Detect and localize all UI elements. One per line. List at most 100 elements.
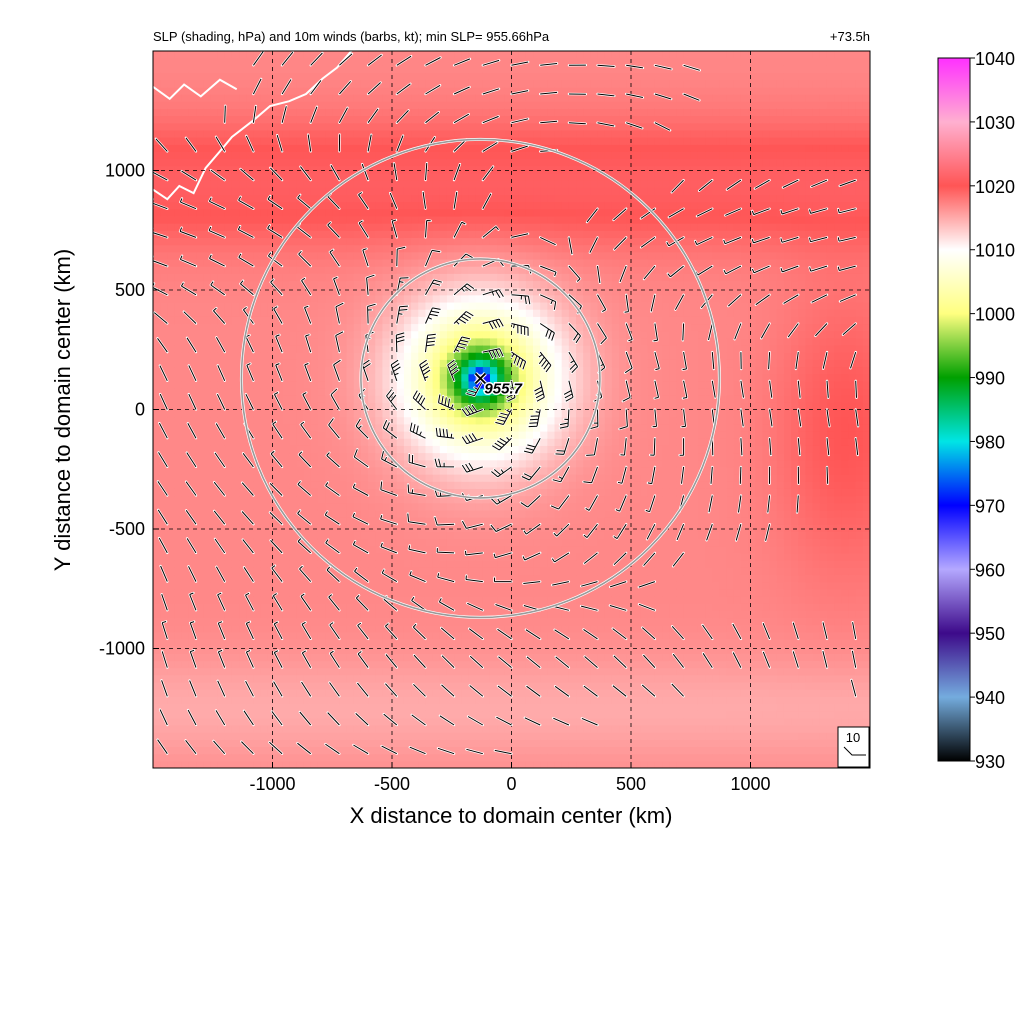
slp-cell bbox=[303, 294, 312, 303]
slp-cell bbox=[267, 223, 276, 231]
slp-cell bbox=[353, 309, 362, 317]
slp-cell bbox=[482, 86, 491, 95]
slp-cell bbox=[325, 115, 333, 124]
slp-cell bbox=[210, 251, 219, 260]
slp-cell bbox=[167, 215, 176, 224]
slp-cell bbox=[346, 115, 355, 124]
slp-cell bbox=[303, 402, 312, 411]
slp-cell bbox=[439, 409, 448, 418]
slp-cell bbox=[403, 79, 412, 88]
slp-cell bbox=[231, 359, 240, 368]
slp-cell bbox=[489, 280, 498, 289]
slp-cell bbox=[432, 402, 441, 411]
slp-cell bbox=[411, 251, 419, 260]
slp-cell bbox=[174, 301, 183, 310]
slp-cell bbox=[253, 366, 262, 375]
slp-cell bbox=[174, 266, 183, 274]
slp-cell bbox=[368, 653, 376, 662]
slp-cell bbox=[475, 760, 484, 768]
slp-cell bbox=[253, 172, 262, 181]
slp-cell bbox=[439, 194, 448, 203]
slp-cell bbox=[239, 531, 247, 540]
slp-cell bbox=[497, 459, 505, 468]
slp-cell bbox=[454, 301, 462, 310]
slp-cell bbox=[289, 474, 297, 482]
slp-cell bbox=[403, 65, 412, 74]
slp-cell bbox=[482, 660, 491, 669]
slp-cell bbox=[468, 158, 477, 167]
slp-cell bbox=[475, 172, 484, 181]
slp-cell bbox=[231, 610, 240, 619]
slp-cell bbox=[310, 366, 319, 375]
slp-cell bbox=[339, 689, 348, 697]
slp-cell bbox=[360, 51, 369, 59]
slp-cell bbox=[153, 129, 161, 138]
slp-cell bbox=[497, 481, 505, 489]
slp-cell bbox=[439, 287, 448, 296]
slp-cell bbox=[439, 552, 448, 561]
slp-cell bbox=[174, 696, 183, 705]
slp-cell bbox=[310, 359, 319, 368]
slp-cell bbox=[267, 667, 276, 676]
slp-cell bbox=[396, 72, 405, 81]
slp-cell bbox=[425, 595, 434, 604]
slp-cell bbox=[461, 208, 470, 217]
slp-cell bbox=[296, 603, 305, 611]
slp-cell bbox=[210, 438, 219, 446]
slp-cell bbox=[396, 753, 405, 762]
slp-cell bbox=[160, 395, 168, 403]
slp-cell bbox=[260, 230, 269, 239]
slp-cell bbox=[217, 151, 226, 160]
slp-cell bbox=[296, 144, 305, 152]
slp-cell bbox=[231, 509, 240, 518]
slp-cell bbox=[289, 65, 297, 74]
slp-cell bbox=[160, 445, 168, 454]
slp-cell bbox=[253, 746, 262, 755]
slp-cell bbox=[368, 517, 376, 525]
slp-cell bbox=[382, 352, 391, 360]
slp-cell bbox=[167, 79, 176, 88]
slp-cell bbox=[231, 445, 240, 454]
slp-cell bbox=[482, 72, 491, 81]
slp-cell bbox=[188, 366, 197, 375]
slp-cell bbox=[174, 423, 183, 432]
slp-cell bbox=[310, 402, 319, 411]
slp-cell bbox=[239, 330, 247, 339]
slp-cell bbox=[425, 567, 434, 576]
slp-cell bbox=[504, 739, 513, 748]
slp-cell bbox=[153, 531, 161, 540]
slp-cell bbox=[396, 653, 405, 662]
slp-cell bbox=[475, 624, 484, 633]
slp-cell bbox=[482, 387, 491, 396]
slp-cell bbox=[260, 416, 269, 425]
slp-cell bbox=[368, 208, 376, 217]
slp-cell bbox=[174, 595, 183, 604]
slp-cell bbox=[167, 187, 176, 195]
slp-cell bbox=[267, 760, 276, 768]
slp-cell bbox=[368, 344, 376, 353]
slp-cell bbox=[196, 58, 204, 66]
slp-cell bbox=[246, 689, 254, 697]
slp-cell bbox=[439, 237, 448, 246]
slp-cell bbox=[231, 674, 240, 683]
slp-cell bbox=[296, 330, 305, 339]
slp-cell bbox=[403, 617, 412, 626]
slp-cell bbox=[160, 309, 168, 317]
slp-cell bbox=[360, 739, 369, 748]
slp-cell bbox=[296, 58, 305, 66]
slp-cell bbox=[153, 481, 161, 489]
slp-cell bbox=[375, 387, 384, 396]
slp-cell bbox=[260, 631, 269, 640]
slp-cell bbox=[231, 366, 240, 375]
slp-cell bbox=[468, 474, 477, 482]
slp-cell bbox=[439, 187, 448, 195]
slp-cell bbox=[375, 646, 384, 654]
slp-cell bbox=[432, 588, 441, 597]
slp-cell bbox=[188, 574, 197, 583]
slp-cell bbox=[468, 58, 477, 66]
slp-cell bbox=[303, 144, 312, 152]
slp-cell bbox=[196, 180, 204, 188]
slp-cell bbox=[296, 631, 305, 640]
slp-cell bbox=[346, 488, 355, 497]
slp-cell bbox=[224, 481, 233, 489]
